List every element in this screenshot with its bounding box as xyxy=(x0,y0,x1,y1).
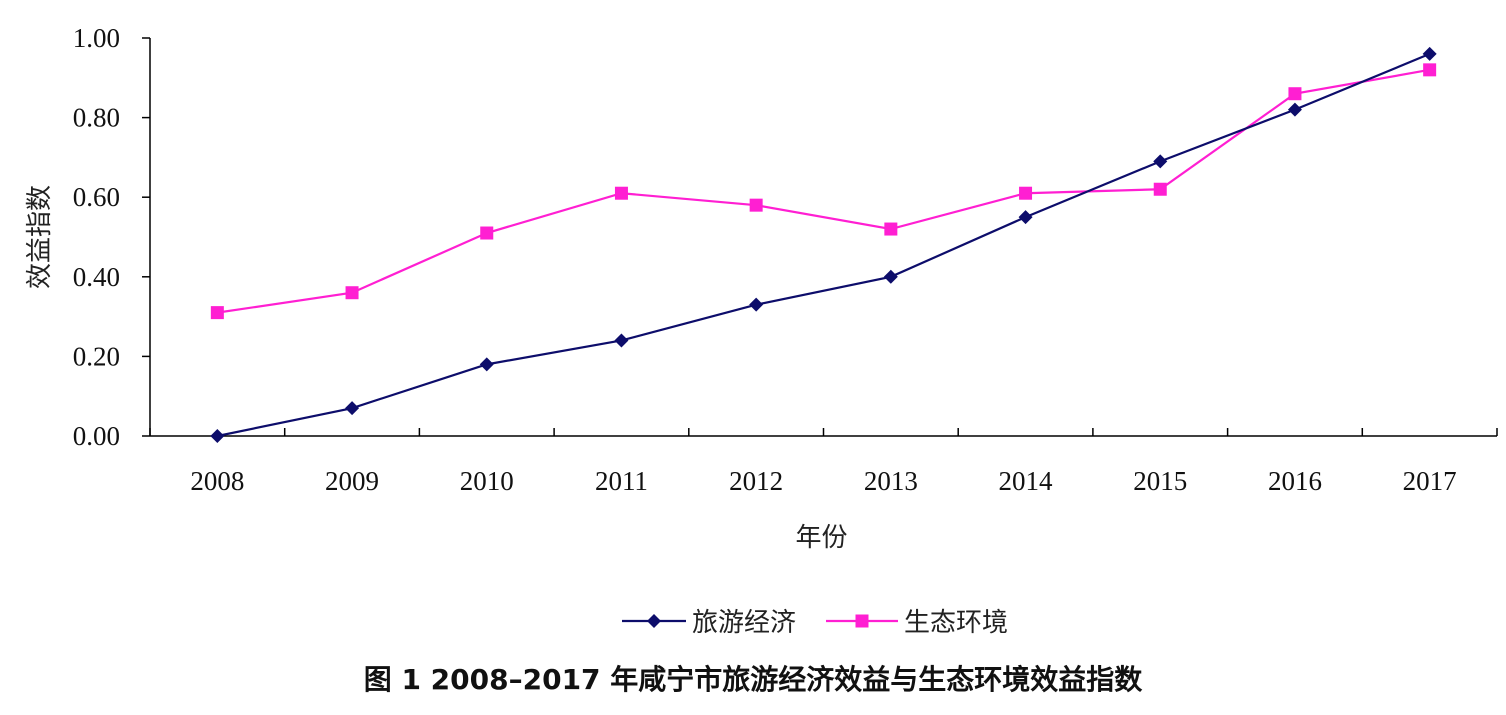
series-layer xyxy=(210,46,1437,443)
x-tick-labels: 2008 2009 2010 2011 2012 2013 2014 2015 2016 2017 xyxy=(190,466,1456,496)
series-travel-economy xyxy=(210,46,1437,443)
x-tick-label: 2012 xyxy=(729,466,783,496)
legend-label-travel-economy: 旅游经济 xyxy=(692,608,796,638)
x-axis-title: 年份 xyxy=(795,523,847,553)
data-point xyxy=(1423,63,1437,77)
x-tick-label: 2016 xyxy=(1268,466,1322,496)
data-point xyxy=(614,333,629,348)
data-point xyxy=(345,401,360,416)
x-tick-label: 2008 xyxy=(190,466,244,496)
legend-label-ecological-environment: 生态环境 xyxy=(904,608,1008,638)
data-point xyxy=(1018,210,1033,225)
x-tick-label: 2009 xyxy=(325,466,379,496)
x-tick-label: 2010 xyxy=(460,466,514,496)
x-tick-label: 2015 xyxy=(1133,466,1187,496)
y-tick-label: 0.00 xyxy=(73,421,120,451)
x-tick-label: 2014 xyxy=(999,466,1054,496)
series-line xyxy=(217,52,1431,438)
y-tick-label: 0.60 xyxy=(73,182,120,212)
y-tick-label: 0.80 xyxy=(73,103,120,133)
data-point xyxy=(1153,154,1168,169)
legend: 旅游经济 生态环境 xyxy=(622,608,1008,638)
legend-marker-ecological-environment xyxy=(855,614,869,628)
x-tick-label: 2017 xyxy=(1403,466,1457,496)
data-point xyxy=(210,429,225,443)
x-tick-label: 2011 xyxy=(595,466,648,496)
data-point xyxy=(1288,87,1302,101)
data-point xyxy=(1287,102,1302,117)
data-point xyxy=(1422,46,1437,61)
figure-caption: 图 1 2008–2017 年咸宁市旅游经济效益与生态环境效益指数 xyxy=(363,663,1143,696)
data-point xyxy=(480,226,494,240)
data-point xyxy=(1153,182,1167,196)
data-point xyxy=(345,286,359,300)
y-tick-labels: 0.00 0.20 0.40 0.60 0.80 1.00 xyxy=(73,23,120,451)
data-point xyxy=(210,306,224,320)
data-point xyxy=(883,269,898,284)
legend-marker-travel-economy xyxy=(647,614,661,628)
y-tick-label: 1.00 xyxy=(73,23,120,53)
data-point xyxy=(614,186,628,200)
series-line xyxy=(217,68,1430,314)
series-ecological-environment xyxy=(210,63,1437,320)
x-tick-label: 2013 xyxy=(864,466,918,496)
data-point xyxy=(479,357,494,372)
data-point xyxy=(749,198,763,212)
data-point xyxy=(1019,186,1033,200)
axes xyxy=(142,37,1498,437)
data-point xyxy=(884,222,898,236)
y-tick-label: 0.40 xyxy=(73,262,120,292)
y-tick-label: 0.20 xyxy=(73,341,120,371)
data-point xyxy=(749,297,764,312)
y-axis-title: 效益指数 xyxy=(25,185,55,289)
